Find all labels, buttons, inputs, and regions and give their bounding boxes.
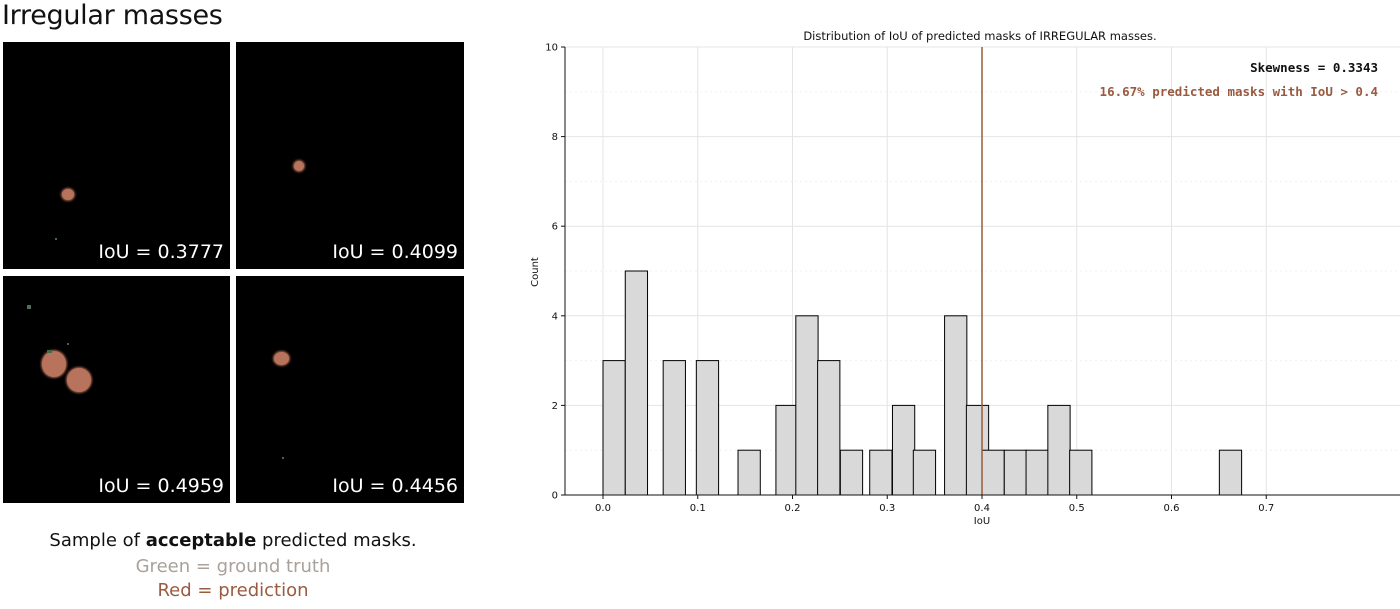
histogram-bar — [1025, 449, 1049, 496]
y-tick-label: 0 — [552, 491, 558, 502]
x-tick-label: 0.6 — [1164, 503, 1180, 514]
predicted-mask — [294, 161, 304, 171]
iou-label: IoU = 0.3777 — [98, 241, 224, 263]
x-axis-label: IoU — [974, 516, 990, 527]
histogram-bar — [891, 404, 916, 496]
y-tick-label: 4 — [552, 311, 558, 322]
histogram-bar — [981, 449, 1005, 496]
bars — [602, 270, 1243, 496]
histogram-bar — [662, 360, 686, 496]
histogram-bar — [1047, 404, 1071, 496]
histogram-bar — [839, 449, 864, 496]
predicted-mask — [67, 368, 91, 392]
x-tick-label: 0.0 — [595, 503, 611, 514]
predicted-mask — [274, 352, 289, 365]
ground-truth-speck — [47, 350, 52, 353]
x-tick-label: 0.1 — [690, 503, 706, 514]
predicted-mask — [62, 189, 74, 200]
y-tick-label: 2 — [552, 401, 558, 412]
caption-suffix: predicted masks. — [256, 530, 417, 551]
histogram-bar — [912, 449, 937, 496]
histogram-bar — [624, 270, 649, 496]
x-tick-label: 0.5 — [1069, 503, 1085, 514]
y-tick-label: 6 — [552, 222, 558, 233]
sample-masks-panel: Irregular masses IoU = 0.3777 IoU = 0.40… — [0, 0, 470, 605]
iou-label: IoU = 0.4099 — [332, 241, 458, 263]
ground-truth-speck — [67, 343, 69, 345]
histogram-bar — [695, 360, 720, 496]
samples-caption: Sample of acceptable predicted masks. — [0, 530, 466, 551]
mask-tile-4: IoU = 0.4456 — [236, 276, 464, 503]
mask-tile-1: IoU = 0.3777 — [3, 42, 230, 269]
x-tick-label: 0.7 — [1258, 503, 1274, 514]
histogram-bar — [944, 315, 968, 496]
histogram-bar — [602, 360, 626, 496]
x-tick-label: 0.3 — [879, 503, 895, 514]
histogram-bar — [869, 449, 893, 496]
x-tick-label: 0.4 — [974, 503, 990, 514]
legend-ground-truth: Green = ground truth — [135, 556, 331, 577]
x-tick-label: 0.2 — [785, 503, 801, 514]
histogram-bar — [817, 360, 841, 496]
mask-tile-2: IoU = 0.4099 — [236, 42, 464, 269]
histogram-bar — [1003, 449, 1028, 496]
y-tick-label: 8 — [552, 132, 558, 143]
ground-truth-speck — [282, 457, 284, 459]
histogram-bar — [737, 449, 761, 496]
skewness-annotation: Skewness = 0.3343 — [1250, 60, 1378, 75]
panel-heading: Irregular masses — [2, 0, 223, 31]
caption-bold: acceptable — [145, 530, 257, 551]
histogram-bar — [1218, 449, 1243, 496]
iou-label: IoU = 0.4456 — [332, 475, 458, 497]
axes: 0 2 4 6 8 10 0.0 0.1 0.2 0.3 0.4 0.5 0.6 0.7 — [545, 43, 1400, 514]
histogram-bar — [1069, 449, 1093, 496]
iou-label: IoU = 0.4959 — [98, 475, 224, 497]
histogram-bar — [795, 315, 819, 496]
ground-truth-speck — [55, 238, 57, 240]
mask-tile-3: IoU = 0.4959 — [3, 276, 230, 503]
iou-histogram: Distribution of IoU of predicted masks o… — [530, 29, 1400, 527]
predicted-mask — [42, 351, 66, 377]
percent-annotation: 16.67% predicted masks with IoU > 0.4 — [1100, 84, 1378, 99]
caption-prefix: Sample of — [49, 530, 146, 551]
y-axis-label: Count — [530, 257, 541, 287]
chart-panel: Distribution of IoU of predicted masks o… — [520, 0, 1400, 605]
legend-prediction: Red = prediction — [157, 580, 309, 601]
chart-title: Distribution of IoU of predicted masks o… — [803, 29, 1156, 43]
histogram-bar — [775, 404, 799, 496]
ground-truth-speck — [27, 305, 31, 309]
y-tick-label: 10 — [545, 43, 558, 54]
